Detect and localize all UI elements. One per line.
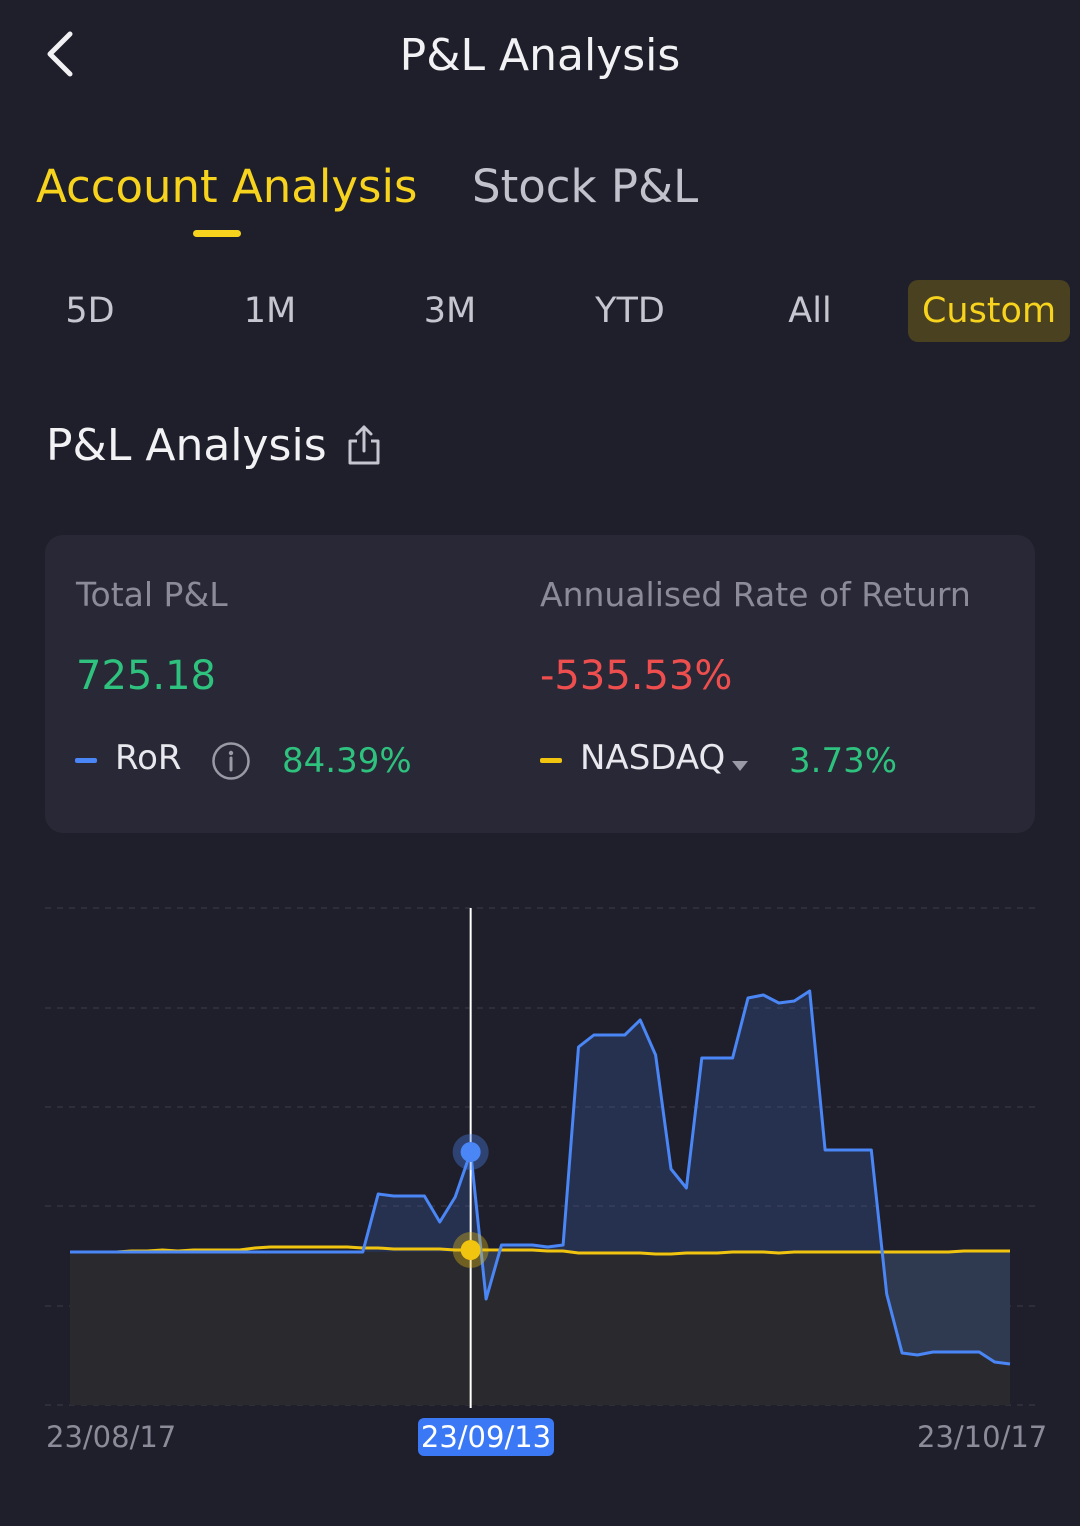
nasdaq-series-line xyxy=(70,1245,1010,1256)
x-axis-end-label: 23/10/17 xyxy=(917,1420,1048,1454)
range-ytd[interactable]: YTD xyxy=(595,291,665,331)
ror-value: 84.39% xyxy=(282,741,412,781)
benchmark-value: 3.73% xyxy=(789,741,898,781)
range-3m[interactable]: 3M xyxy=(423,291,477,331)
annualised-return-value: -535.53% xyxy=(540,653,733,699)
x-axis-start-label: 23/08/17 xyxy=(46,1420,177,1454)
nasdaq-legend-swatch xyxy=(540,758,562,763)
ror-marker xyxy=(460,1142,481,1162)
range-1m[interactable]: 1M xyxy=(243,291,297,331)
caret-down-icon[interactable] xyxy=(731,757,749,771)
ror-legend-swatch xyxy=(75,758,97,763)
info-icon[interactable] xyxy=(211,741,251,781)
page-title: P&L Analysis xyxy=(399,30,681,81)
total-pl-label: Total P&L xyxy=(76,575,228,614)
selected-date-label[interactable]: 23/09/13 xyxy=(418,1418,554,1456)
top-bar: P&L Analysis xyxy=(0,0,1080,120)
nasdaq-marker xyxy=(460,1240,481,1260)
share-icon[interactable] xyxy=(344,423,384,467)
ror-area xyxy=(70,991,1010,1364)
pl-line-chart[interactable] xyxy=(0,880,1080,1440)
baseline-area xyxy=(70,1252,1010,1405)
ror-legend-label: RoR xyxy=(115,738,182,778)
tab-stock-pl[interactable]: Stock P&L xyxy=(472,160,699,213)
active-tab-indicator xyxy=(193,230,241,237)
total-pl-value: 725.18 xyxy=(76,653,216,699)
range-all[interactable]: All xyxy=(788,291,832,331)
annualised-return-label: Annualised Rate of Return xyxy=(540,575,971,614)
back-arrow-icon[interactable] xyxy=(40,28,90,84)
summary-card: Total P&L Annualised Rate of Return 725.… xyxy=(45,535,1035,833)
tab-account-analysis[interactable]: Account Analysis xyxy=(36,160,418,213)
range-selector: 5D 1M 3M YTD All Custom xyxy=(0,280,1080,344)
benchmark-selector[interactable]: NASDAQ xyxy=(580,738,726,778)
ror-series-line xyxy=(70,989,1011,1366)
range-custom[interactable]: Custom xyxy=(908,280,1070,342)
range-5d[interactable]: 5D xyxy=(65,291,115,331)
section-title: P&L Analysis xyxy=(46,420,327,471)
